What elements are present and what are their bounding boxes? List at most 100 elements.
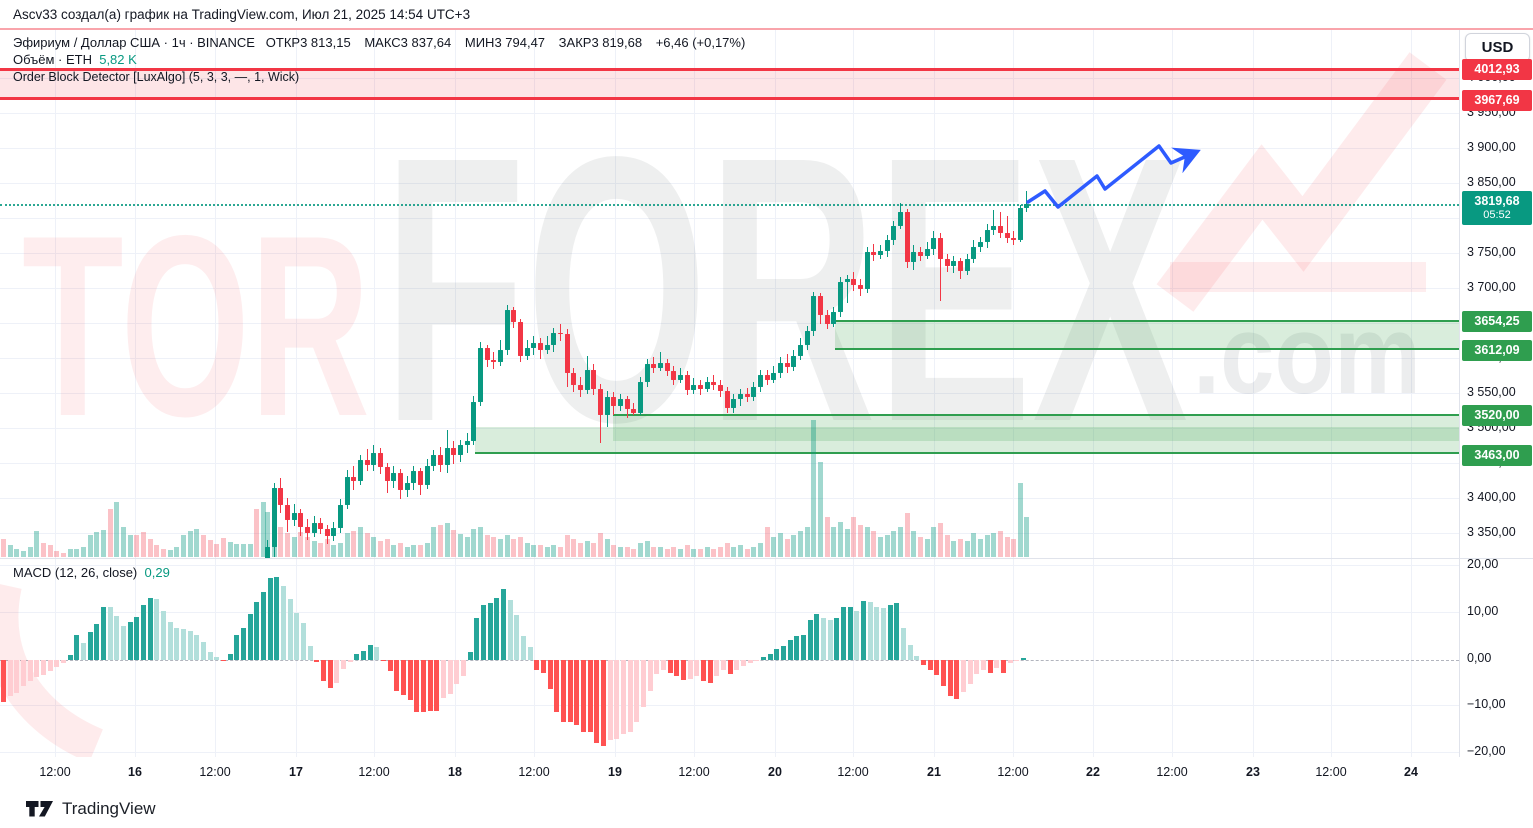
macd-histogram-bar <box>120 625 126 660</box>
candle <box>405 483 410 491</box>
volume-bar <box>884 535 890 557</box>
volume-bar <box>937 523 943 557</box>
candle <box>312 523 317 533</box>
macd-histogram-bar <box>787 639 793 660</box>
macd-value: 0,29 <box>144 565 170 580</box>
last-price-value: 3819,68 <box>1474 194 1520 209</box>
volume-bar <box>1017 483 1023 557</box>
price-axis-tick: 3 900,00 <box>1467 140 1516 154</box>
macd-histogram-bar <box>140 605 146 660</box>
volume-bar <box>870 531 876 557</box>
volume-bar <box>1010 539 1016 557</box>
macd-histogram-bar <box>673 659 679 677</box>
macd-histogram-bar <box>540 659 546 674</box>
high-value: 3 837,64 <box>400 35 452 50</box>
volume-bar <box>930 527 936 557</box>
candle <box>491 360 496 363</box>
candle <box>845 278 850 282</box>
tradingview-logo[interactable]: TradingView <box>26 799 156 819</box>
macd-histogram-bar <box>653 659 659 675</box>
order-block-price-badge: 3520,00 <box>1462 404 1532 426</box>
volume-bar <box>690 549 696 557</box>
macd-histogram-bar <box>487 603 493 660</box>
volume-bar <box>744 549 750 557</box>
macd-pane[interactable] <box>0 560 1459 757</box>
symbol-title[interactable]: Эфириум / Доллар США · 1ч · BINANCE <box>13 35 255 50</box>
macd-legend[interactable]: MACD (12, 26, close) 0,29 <box>13 565 170 580</box>
price-scale[interactable]: USD 4 000,003 950,003 900,003 850,003 75… <box>1459 30 1533 787</box>
macd-histogram-bar <box>87 632 93 660</box>
volume-bar <box>133 535 139 557</box>
symbol-legend[interactable]: Эфириум / Доллар США · 1ч · BINANCE ОТКР… <box>13 35 745 50</box>
candle <box>905 211 910 263</box>
candle <box>1005 232 1010 239</box>
macd-histogram-bar <box>320 659 326 682</box>
close-label: ЗАКР <box>558 35 592 50</box>
volume-bar <box>477 527 483 557</box>
candle <box>565 334 570 373</box>
macd-histogram-bar <box>340 659 346 669</box>
macd-histogram-bar <box>933 659 939 676</box>
candle <box>345 477 350 505</box>
order-block-price-badge: 3612,09 <box>1462 339 1532 361</box>
candle <box>998 225 1003 233</box>
candle <box>791 355 796 368</box>
volume-legend[interactable]: Объём · ETH 5,82 K <box>13 52 137 67</box>
volume-bar <box>650 547 656 557</box>
time-axis-label: 12:00 <box>1315 765 1347 779</box>
candle <box>611 397 616 407</box>
time-axis[interactable]: 12:00 16 12:00 17 12:00 18 12:00 19 12:00 20 12:00… <box>0 757 1533 787</box>
candle <box>578 384 583 391</box>
volume-bar <box>20 551 26 557</box>
volume-bar <box>724 543 730 557</box>
macd-histogram-bar <box>993 659 999 668</box>
price-pane[interactable] <box>0 30 1459 558</box>
macd-histogram-bar <box>127 621 133 660</box>
order-block-price-badge: 4012,93 <box>1462 58 1532 80</box>
volume-bar <box>264 512 270 557</box>
macd-histogram-bar <box>633 659 639 723</box>
chart-canvas[interactable]: TOR FOREX .com Эфириум / Доллар США · 1ч… <box>0 30 1459 787</box>
volume-bar <box>370 537 376 557</box>
macd-histogram-bar <box>380 659 386 662</box>
grid-hline <box>0 288 1459 289</box>
order-block-detector-legend[interactable]: Order Block Detector [LuxAlgo] (5, 3, 3,… <box>13 70 299 84</box>
candle <box>805 330 810 345</box>
candle <box>778 362 783 373</box>
time-axis-label: 12:00 <box>678 765 710 779</box>
macd-histogram-bar <box>253 602 259 660</box>
candle <box>838 281 843 312</box>
macd-histogram-bar <box>747 659 753 663</box>
macd-histogram-bar <box>413 659 419 713</box>
bar-countdown: 05:52 <box>1483 208 1511 221</box>
pane-separator[interactable] <box>0 558 1533 559</box>
volume-bar <box>13 549 19 557</box>
macd-histogram-bar <box>707 659 713 683</box>
candle <box>278 487 283 505</box>
macd-histogram-bar <box>727 659 733 675</box>
volume-bar <box>457 534 463 557</box>
volume-bar <box>80 547 86 557</box>
macd-histogram-bar <box>773 648 779 660</box>
volume-bar <box>160 549 166 557</box>
candle <box>851 278 856 286</box>
grid-hline <box>0 323 1459 324</box>
candle <box>558 332 563 335</box>
candle <box>665 362 670 372</box>
candle <box>738 393 743 400</box>
macd-histogram-bar <box>327 659 333 688</box>
volume-bar <box>384 539 390 557</box>
macd-histogram-bar <box>880 608 886 660</box>
volume-bar <box>337 543 343 557</box>
volume-bar <box>497 539 503 557</box>
candle <box>318 523 323 529</box>
candle <box>272 487 277 547</box>
macd-histogram-bar <box>553 659 559 713</box>
last-price-badge[interactable]: 3819,68 05:52 <box>1462 191 1532 225</box>
macd-histogram-bar <box>227 653 233 660</box>
candle <box>585 369 590 391</box>
price-axis-tick: 3 350,00 <box>1467 525 1516 539</box>
macd-histogram-bar <box>827 620 833 660</box>
currency-toggle-button[interactable]: USD <box>1465 33 1530 62</box>
macd-histogram-bar <box>107 606 113 660</box>
